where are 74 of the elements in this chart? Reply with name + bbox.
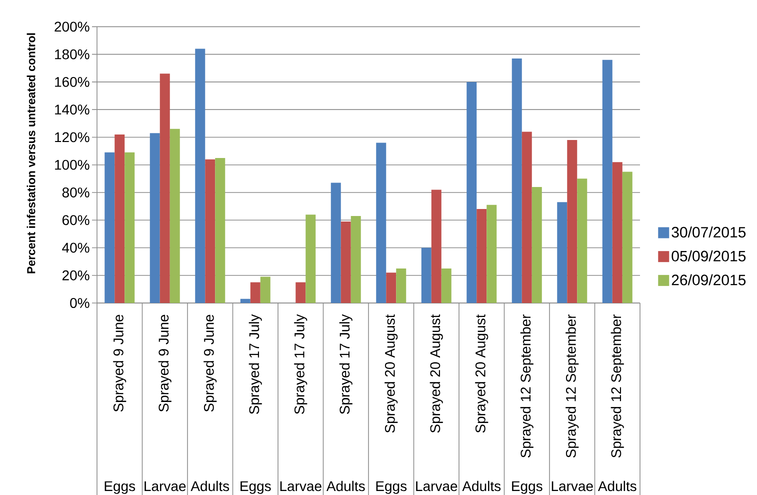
text: Larvae [552, 481, 593, 492]
bar [330, 182, 341, 303]
bar [577, 178, 588, 303]
y-tick-label: 0% [70, 298, 90, 308]
bar [114, 134, 125, 303]
x-tick-label: Sprayed 20 August [384, 314, 398, 433]
text: Eggs [240, 481, 271, 494]
y-axis-title: Percent infestation versus untreated control [26, 33, 36, 274]
bar [622, 172, 632, 303]
bar [160, 74, 170, 303]
text: Adults [326, 480, 365, 492]
x-tick-label: Sprayed 9 June [204, 314, 217, 412]
y-tick-label: 200% [54, 22, 90, 32]
x-tick-label: Sprayed 17 July [248, 314, 262, 414]
bar [205, 159, 216, 303]
bar [612, 162, 622, 303]
bar [512, 58, 522, 303]
x-tick-label: Sprayed 17 July [294, 314, 308, 414]
legend-label: 05/09/2015 [672, 250, 746, 262]
text: Adults [598, 480, 636, 492]
x-tick-label: Sprayed 20 August [475, 314, 488, 433]
bar [250, 282, 260, 303]
bar [296, 282, 306, 303]
y-tick-label: 160% [55, 76, 90, 87]
x-tick-label: Sprayed 17 July [339, 314, 352, 414]
bar [486, 204, 497, 303]
legend-label: 26/09/2015 [672, 274, 746, 286]
bar [466, 82, 477, 303]
bar [567, 140, 578, 303]
y-tick-label: 20% [62, 270, 90, 280]
x-tick-label: Sprayed 12 September [566, 314, 579, 458]
bar [306, 214, 316, 303]
bar [431, 190, 442, 303]
y-tick-label: 40% [62, 242, 90, 253]
bar [376, 142, 386, 303]
bar [396, 268, 406, 303]
bar [441, 268, 452, 303]
bar [476, 209, 487, 303]
bar [240, 298, 250, 303]
bar [150, 133, 160, 303]
y-tick-label: 120% [55, 132, 90, 142]
y-tick-label: 80% [62, 188, 90, 198]
bar [522, 132, 532, 303]
text: Eggs [376, 481, 407, 494]
bar [104, 152, 115, 303]
x-tick-label: Sprayed 9 June [113, 314, 126, 412]
x-tick-label: Sprayed 12 September [520, 314, 534, 458]
x-tick-label: Sprayed 12 September [610, 314, 624, 458]
bar [532, 186, 542, 303]
text: Larvae [144, 481, 186, 492]
bar [421, 248, 432, 303]
bar [170, 128, 180, 303]
bar [386, 272, 396, 303]
text: Larvae [416, 481, 458, 492]
bar [350, 216, 361, 303]
text: Eggs [512, 481, 542, 494]
text: Adults [190, 480, 230, 492]
x-tick-label: Sprayed 20 August [430, 314, 443, 433]
bar [195, 48, 206, 303]
bar [260, 276, 270, 303]
bar [215, 158, 226, 303]
text: Larvae [280, 481, 322, 492]
bar [340, 221, 351, 303]
legend-label: 30/07/2015 [672, 226, 746, 238]
text: Eggs [104, 481, 136, 494]
bar [602, 60, 612, 303]
y-tick-label: 140% [55, 104, 90, 115]
y-tick-label: 180% [55, 49, 90, 60]
text: Adults [462, 480, 501, 492]
y-tick-label: 100% [55, 160, 90, 170]
bar [557, 202, 568, 303]
bar [124, 152, 135, 303]
x-tick-label: Sprayed 9 June [158, 314, 172, 412]
y-tick-label: 60% [62, 215, 90, 226]
